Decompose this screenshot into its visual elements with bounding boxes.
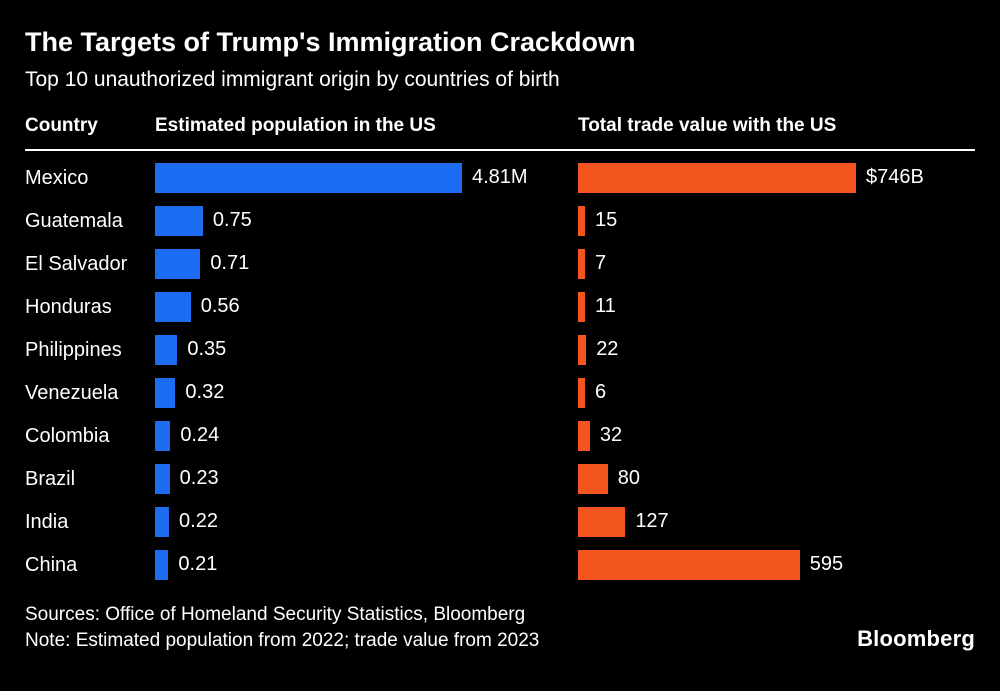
trade-value-label: 127 <box>635 510 669 532</box>
chart-row: Mexico 4.81M $746B <box>25 156 975 199</box>
country-label: El Salvador <box>25 252 128 275</box>
note-text: Note: Estimated population from 2022; tr… <box>25 630 540 651</box>
population-bar <box>155 420 171 451</box>
trade-cell: 595 <box>578 549 975 580</box>
population-cell: 0.75 <box>155 205 578 236</box>
trade-cell: 15 <box>578 205 975 236</box>
trade-cell: 32 <box>578 420 975 451</box>
trade-bar <box>578 162 856 193</box>
country-label: Honduras <box>25 295 112 318</box>
column-headers: Country Estimated population in the US T… <box>25 115 975 137</box>
population-bar <box>155 334 178 365</box>
trade-value-label: 32 <box>599 424 623 446</box>
trade-value-label: 11 <box>595 295 616 317</box>
column-header-population: Estimated population in the US <box>155 115 436 136</box>
trade-cell: 127 <box>578 506 975 537</box>
country-label: China <box>25 553 78 576</box>
trade-value-label: 15 <box>595 209 618 231</box>
chart-row: Venezuela 0.32 6 <box>25 371 975 414</box>
population-bar <box>155 506 170 537</box>
chart-row: Philippines 0.35 22 <box>25 328 975 371</box>
population-value-label: 0.32 <box>185 381 225 403</box>
chart-row: Guatemala 0.75 15 <box>25 199 975 242</box>
population-value-label: 0.75 <box>212 209 252 231</box>
population-value-label: 0.21 <box>178 553 218 575</box>
population-bar <box>155 291 191 322</box>
population-cell: 4.81M <box>155 162 578 193</box>
population-value-label: 0.23 <box>179 467 219 489</box>
population-cell: 0.22 <box>155 506 578 537</box>
population-bar <box>155 463 170 494</box>
country-label: Colombia <box>25 424 110 447</box>
chart-rows: Mexico 4.81M $746B Guatemala 0.75 15 El Salvad… <box>25 156 975 586</box>
country-label: Mexico <box>25 166 89 189</box>
chart-row: India 0.22 127 <box>25 500 975 543</box>
header-divider <box>25 149 975 151</box>
country-label: Guatemala <box>25 209 123 232</box>
chart-row: Brazil 0.23 80 <box>25 457 975 500</box>
population-value-label: 0.56 <box>200 295 240 317</box>
trade-value-label: 595 <box>809 553 844 575</box>
population-value-label: 0.71 <box>210 252 250 274</box>
trade-cell: 7 <box>578 248 975 279</box>
population-cell: 0.35 <box>155 334 578 365</box>
trade-cell: 6 <box>578 377 975 408</box>
population-cell: 0.23 <box>155 463 578 494</box>
trade-cell: 22 <box>578 334 975 365</box>
population-cell: 0.56 <box>155 291 578 322</box>
trade-bar <box>578 377 585 408</box>
country-label: Brazil <box>25 467 76 490</box>
trade-cell: $746B <box>578 162 975 193</box>
country-label: Philippines <box>25 338 122 361</box>
trade-value-label: 80 <box>617 467 641 489</box>
chart-row: Colombia 0.24 32 <box>25 414 975 457</box>
sources-text: Sources: Office of Homeland Security Sta… <box>25 604 526 625</box>
trade-bar <box>578 463 608 494</box>
population-bar <box>155 549 169 580</box>
trade-value-label: 7 <box>595 252 607 274</box>
trade-bar <box>578 205 585 236</box>
chart-title: The Targets of Trump's Immigration Crack… <box>25 27 636 57</box>
population-value-label: 0.35 <box>187 338 227 360</box>
population-bar <box>155 248 201 279</box>
population-value-label: 0.24 <box>180 424 220 446</box>
bloomberg-logo: Bloomberg <box>857 626 975 651</box>
population-cell: 0.21 <box>155 549 578 580</box>
trade-bar <box>578 334 587 365</box>
trade-bar <box>578 291 585 322</box>
chart-footer: Sources: Office of Homeland Security Sta… <box>25 602 975 654</box>
trade-value-label: 6 <box>595 381 607 403</box>
population-bar <box>155 162 462 193</box>
trade-value-label: $746B <box>866 166 924 188</box>
trade-cell: 11 <box>578 291 975 322</box>
population-value-label: 4.81M <box>472 166 528 188</box>
chart-row: Honduras 0.56 11 <box>25 285 975 328</box>
chart-subtitle: Top 10 unauthorized immigrant origin by … <box>25 68 560 91</box>
population-cell: 0.24 <box>155 420 578 451</box>
trade-bar <box>578 506 626 537</box>
population-cell: 0.32 <box>155 377 578 408</box>
trade-value-label: 22 <box>596 338 619 360</box>
trade-bar <box>578 248 585 279</box>
column-header-trade: Total trade value with the US <box>578 115 837 136</box>
trade-cell: 80 <box>578 463 975 494</box>
population-bar <box>155 377 176 408</box>
population-bar <box>155 205 203 236</box>
chart-row: El Salvador 0.71 7 <box>25 242 975 285</box>
trade-bar <box>578 549 800 580</box>
population-cell: 0.71 <box>155 248 578 279</box>
country-label: India <box>25 510 69 533</box>
column-header-country: Country <box>25 115 98 136</box>
population-value-label: 0.22 <box>179 510 218 532</box>
country-label: Venezuela <box>25 381 119 404</box>
trade-bar <box>578 420 590 451</box>
chart-row: China 0.21 595 <box>25 543 975 586</box>
